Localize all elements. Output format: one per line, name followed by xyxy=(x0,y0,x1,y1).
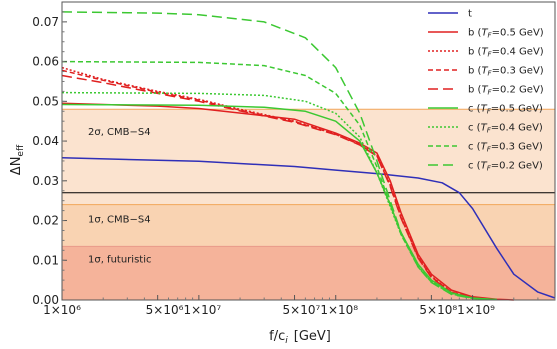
x-tick-label: 1×10⁶ xyxy=(43,303,81,317)
series-line-8 xyxy=(61,11,497,301)
legend-label-1: b (TF=0.5 GeV) xyxy=(468,28,544,40)
series-line-6 xyxy=(61,91,497,301)
x-tick-label: 5×10⁷ xyxy=(283,303,321,317)
y-axis-label-main: ΔN xyxy=(9,157,24,176)
x-tick-label: 1×10⁷ xyxy=(183,303,221,317)
x-tick-label-group-3: 5×10⁸1×10⁹ xyxy=(419,303,495,317)
y-tick-label-6: 0.06 xyxy=(32,55,59,69)
legend-label-0: t xyxy=(468,9,472,20)
x-tick-label-group-0: 1×10⁶ xyxy=(43,303,81,317)
x-axis-label-sub: i xyxy=(285,336,288,346)
y-tick-label-4: 0.04 xyxy=(32,134,59,148)
x-axis-label-unit: [GeV] xyxy=(294,329,331,344)
x-axis-label-main: f/c xyxy=(269,329,285,344)
legend-label-6: c (TF=0.4 GeV) xyxy=(468,123,543,135)
x-tick-label: 1×10⁸ xyxy=(320,303,358,317)
y-tick-label-2: 0.02 xyxy=(32,214,59,228)
legend-label-4: b (TF=0.2 GeV) xyxy=(468,85,544,97)
y-tick-label-7: 0.07 xyxy=(32,15,59,29)
x-tick-label: 5×10⁸ xyxy=(419,303,457,317)
band-label-0: 2σ, CMB−S4 xyxy=(88,127,151,138)
axis-labels: ΔNeff f/ci [GeV] xyxy=(9,144,331,346)
legend-label-3: b (TF=0.3 GeV) xyxy=(468,66,544,78)
axes: 0.00 0.01 0.02 0.03 0.04 0.05 0.06 0.07 1×10⁶ 5×1… xyxy=(32,1,556,317)
y-axis-label-sub: eff xyxy=(16,144,26,157)
band-label-1: 1σ, CMB−S4 xyxy=(88,215,151,226)
band-label-2: 1σ, futuristic xyxy=(88,254,151,265)
series-line-1 xyxy=(61,102,514,301)
legend-label-5: c (TF=0.5 GeV) xyxy=(468,104,543,116)
x-tick-label: 1×10⁹ xyxy=(457,303,495,317)
y-axis-label: ΔNeff xyxy=(9,144,26,175)
sensitivity-bands: 2σ, CMB−S4 1σ, CMB−S4 1σ, futuristic xyxy=(62,108,555,300)
y-tick-label-0: 0.00 xyxy=(32,293,59,307)
series-layer xyxy=(61,11,556,301)
y-tick-label-5: 0.05 xyxy=(32,94,59,108)
x-tick-label: 5×10⁶ xyxy=(146,303,184,317)
legend-label-7: c (TF=0.3 GeV) xyxy=(468,142,543,154)
band-2 xyxy=(62,246,555,300)
x-tick-label-group-2: 5×10⁷1×10⁸ xyxy=(283,303,359,317)
y-tick-label-3: 0.03 xyxy=(32,174,59,188)
x-axis-label: f/ci [GeV] xyxy=(269,329,331,346)
series-line-0 xyxy=(61,157,556,299)
band-1 xyxy=(62,204,555,247)
y-tick-label-1: 0.01 xyxy=(32,253,59,267)
series-line-4 xyxy=(61,74,497,301)
series-line-5 xyxy=(61,103,497,301)
x-tick-label-group-1: 5×10⁶1×10⁷ xyxy=(146,303,222,317)
legend-label-2: b (TF=0.4 GeV) xyxy=(468,47,544,59)
legend: t b (TF=0.5 GeV) b (TF=0.4 GeV) b (TF=0.3 G… xyxy=(428,9,544,173)
legend-label-8: c (TF=0.2 GeV) xyxy=(468,161,543,173)
